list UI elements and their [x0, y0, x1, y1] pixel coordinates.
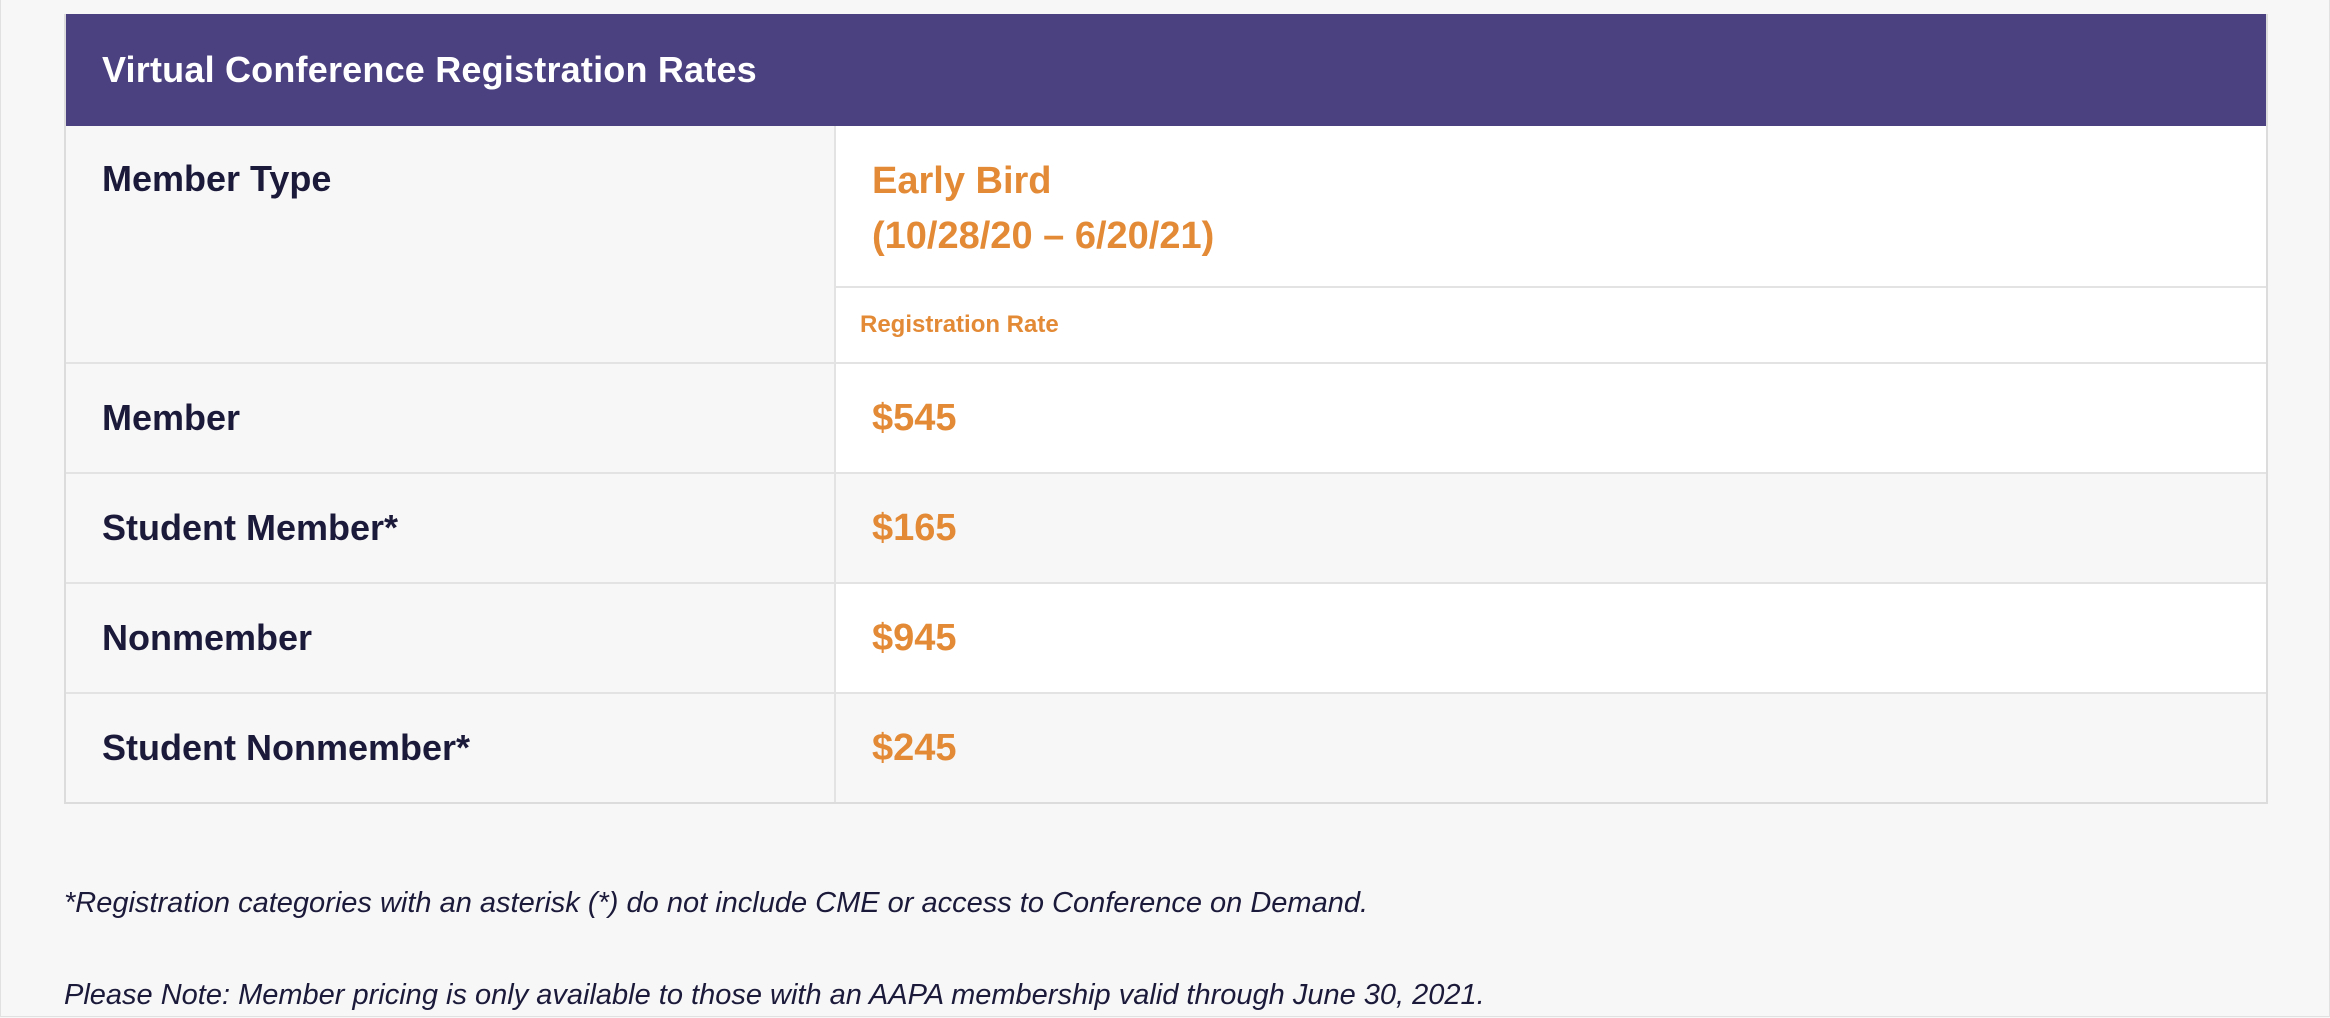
member-type-cell: Student Member*: [66, 474, 836, 582]
rate-cell: $245: [836, 694, 2266, 802]
member-type-cell: Student Nonmember*: [66, 694, 836, 802]
rate-cell: $165: [836, 474, 2266, 582]
asterisk-footnote: *Registration categories with an asteris…: [64, 887, 1369, 919]
member-type-cell: Member: [66, 364, 836, 472]
table-header-row: Member Type Early Bird (10/28/20 – 6/20/…: [66, 126, 2266, 362]
table-row: Student Member* $165: [66, 472, 2266, 582]
table-row: Nonmember $945: [66, 582, 2266, 692]
early-bird-label: Early Bird: [872, 160, 1052, 202]
early-bird-dates: (10/28/20 – 6/20/21): [872, 215, 1215, 257]
rate-header: Early Bird (10/28/20 – 6/20/21) Registra…: [836, 126, 2266, 362]
member-type-header: Member Type: [66, 126, 836, 362]
table-row: Member $545: [66, 362, 2266, 472]
table-row: Student Nonmember* $245: [66, 692, 2266, 802]
rate-cell: $945: [836, 584, 2266, 692]
pricing-note: Please Note: Member pricing is only avai…: [64, 979, 1485, 1011]
early-bird-heading: Early Bird (10/28/20 – 6/20/21): [836, 126, 2266, 288]
registration-rates-table: Virtual Conference Registration Rates Me…: [64, 14, 2268, 804]
registration-rate-label: Registration Rate: [860, 311, 1059, 338]
rate-cell: $545: [836, 364, 2266, 472]
table-title: Virtual Conference Registration Rates: [66, 14, 2266, 126]
member-type-cell: Nonmember: [66, 584, 836, 692]
